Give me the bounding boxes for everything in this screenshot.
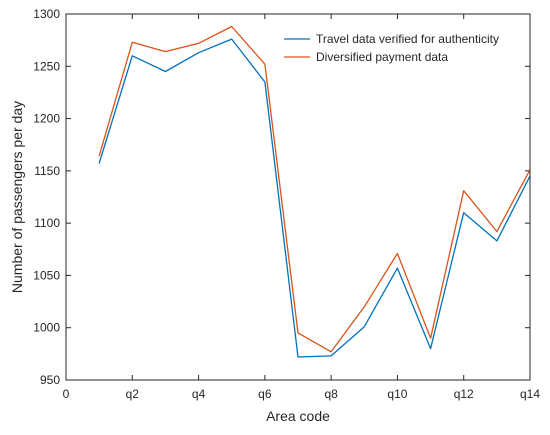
series-line-2 <box>98 25 531 353</box>
series-lines <box>98 25 531 358</box>
legend-box <box>277 23 521 69</box>
legend: Travel data verified for authenticity Di… <box>277 23 521 69</box>
x-tick-labels: 0 q2 q4 q6 q8 q10 q12 q14 <box>63 387 541 401</box>
x-tick-label: q14 <box>520 387 540 401</box>
series-line-1 <box>98 38 531 358</box>
y-tick-label: 1150 <box>34 164 60 178</box>
x-tick-label: q4 <box>192 387 206 401</box>
y-tick-label: 1200 <box>33 112 60 126</box>
y-tick-labels: 950 1000 1050 1100 1150 1200 1250 1300 <box>33 7 60 387</box>
y-tick-label: 950 <box>40 373 60 387</box>
y-tick-label: 1100 <box>34 216 60 230</box>
y-tick-label: 1000 <box>33 321 60 335</box>
x-tick-label: q12 <box>454 387 474 401</box>
y-tick-label: 1300 <box>33 7 60 21</box>
x-axis-title: Area code <box>266 408 330 424</box>
x-tick-label: q6 <box>258 387 272 401</box>
x-tick-label: q2 <box>126 387 140 401</box>
legend-label-series-1: Travel data verified for authenticity <box>316 32 499 46</box>
plot-frame <box>65 13 531 381</box>
tick-marks <box>65 13 531 381</box>
legend-label-series-2: Diversified payment data <box>316 50 448 64</box>
y-axis-title: Number of passengers per day <box>9 101 25 293</box>
y-tick-label: 1050 <box>33 268 60 282</box>
x-tick-label: q10 <box>387 387 407 401</box>
y-tick-label: 1250 <box>33 59 60 73</box>
x-tick-label: q8 <box>324 387 338 401</box>
x-tick-label: 0 <box>63 387 70 401</box>
